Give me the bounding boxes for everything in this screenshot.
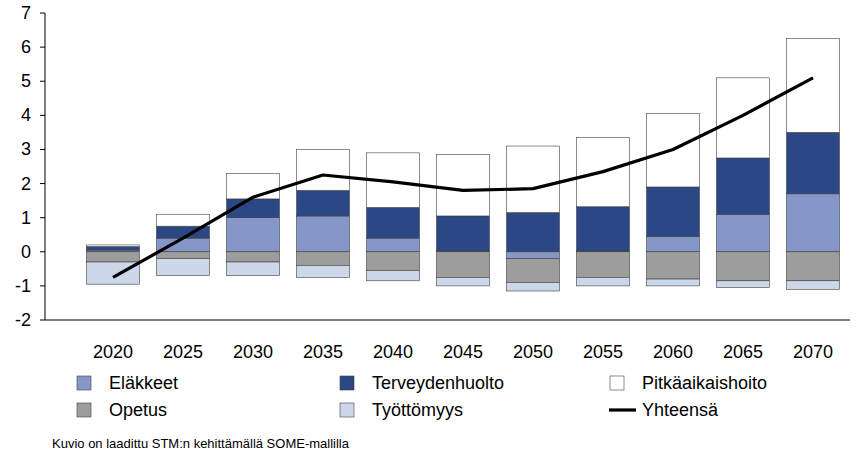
bar-segment (507, 259, 560, 283)
bar-segment (787, 281, 840, 290)
bar-segment (367, 271, 420, 281)
legend-swatch (340, 376, 354, 390)
x-tick-label: 2045 (443, 342, 483, 362)
bar-segment (787, 39, 840, 133)
y-tick (40, 320, 45, 321)
y-tick (40, 47, 45, 48)
x-tick-label: 2025 (163, 342, 203, 362)
bar-segment (647, 279, 700, 286)
bar-segment (577, 207, 630, 251)
x-axis (45, 320, 850, 321)
y-tick (40, 81, 45, 82)
bar-segment (437, 277, 490, 286)
y-tick (40, 149, 45, 150)
x-tick-label: 2050 (513, 342, 553, 362)
x-tick-label: 2070 (793, 342, 833, 362)
bar-segment (647, 187, 700, 236)
bar-segment (507, 213, 560, 252)
bar-segment (87, 245, 140, 247)
bar-segment (87, 247, 140, 250)
y-tick (40, 183, 45, 184)
plot-marks (87, 39, 840, 291)
bar-segment (717, 78, 770, 158)
bar-segment (787, 252, 840, 281)
y-axis (45, 13, 46, 320)
bar-segment (507, 146, 560, 213)
x-tick-label: 2035 (303, 342, 343, 362)
y-tick (40, 13, 45, 14)
y-tick-label: -1 (15, 276, 31, 296)
bar-segment (577, 277, 630, 286)
y-tick-label: -2 (15, 310, 31, 330)
legend-label: Opetus (109, 400, 167, 420)
y-tick (40, 115, 45, 116)
bar-segment (647, 236, 700, 251)
bar-segment (297, 216, 350, 252)
bar-segment (227, 218, 280, 252)
x-tick-label: 2065 (723, 342, 763, 362)
y-tick-label: 7 (21, 3, 31, 23)
y-tick-label: 5 (21, 71, 31, 91)
bar-segment (717, 281, 770, 288)
bar-segment (647, 252, 700, 279)
bar-segment (227, 252, 280, 262)
bar-segment (297, 190, 350, 216)
bar-segment (297, 265, 350, 277)
bar-segment (297, 252, 350, 266)
bar-segment (717, 252, 770, 281)
bar-segment (87, 252, 140, 262)
y-tick-label: 6 (21, 37, 31, 57)
legend-label: Työttömyys (372, 400, 463, 420)
legend-label: Pitkäaikaishoito (642, 373, 767, 393)
bar-segment (367, 207, 420, 238)
x-tick-label: 2020 (93, 342, 133, 362)
bar-segment (437, 155, 490, 216)
bar-segment (717, 158, 770, 214)
legend-swatch (609, 408, 636, 411)
annotation: Kuvio on laadittu STM:n kehittämällä SOM… (52, 436, 350, 451)
y-tick (40, 217, 45, 218)
y-tick-label: 2 (21, 174, 31, 194)
bar-segment (157, 259, 210, 276)
total-line (113, 78, 813, 278)
x-tick-label: 2060 (653, 342, 693, 362)
bar-segment (367, 252, 420, 271)
legend-swatch (77, 376, 91, 390)
x-tick-label: 2030 (233, 342, 273, 362)
legend-swatch (77, 403, 91, 417)
y-tick-label: 1 (21, 208, 31, 228)
bar-segment (507, 252, 560, 259)
legend-label: Terveydenhuolto (372, 373, 504, 393)
x-tick-label: 2040 (373, 342, 413, 362)
y-tick (40, 251, 45, 252)
y-tick-label: 4 (21, 105, 31, 125)
legend-label: Yhteensä (642, 400, 719, 420)
bar-segment (157, 252, 210, 259)
bar-segment (437, 252, 490, 278)
legend-swatch (340, 403, 354, 417)
bar-segment (297, 149, 350, 190)
y-tick-label: 3 (21, 139, 31, 159)
bar-segment (367, 238, 420, 252)
chart: -2 -1 0 1 2 3 4 5 6 7 2020 2025 2030 2035 2040 2045 2050… (0, 0, 862, 473)
legend-swatch (610, 376, 624, 390)
legend: Eläkkeet Terveydenhuolto Pitkäaikaishoito O… (77, 373, 767, 420)
x-tick-label: 2055 (583, 342, 623, 362)
y-tick-label: 0 (21, 242, 31, 262)
bar-segment (157, 214, 210, 226)
bar-segment (227, 173, 280, 199)
bar-segment (437, 216, 490, 251)
bar-segment (507, 282, 560, 291)
y-tick (40, 285, 45, 286)
bar-segment (577, 252, 630, 278)
bar-segment (227, 262, 280, 276)
legend-label: Eläkkeet (109, 373, 178, 393)
bar-segment (717, 214, 770, 252)
bar-segment (787, 194, 840, 252)
bar-segment (787, 132, 840, 193)
